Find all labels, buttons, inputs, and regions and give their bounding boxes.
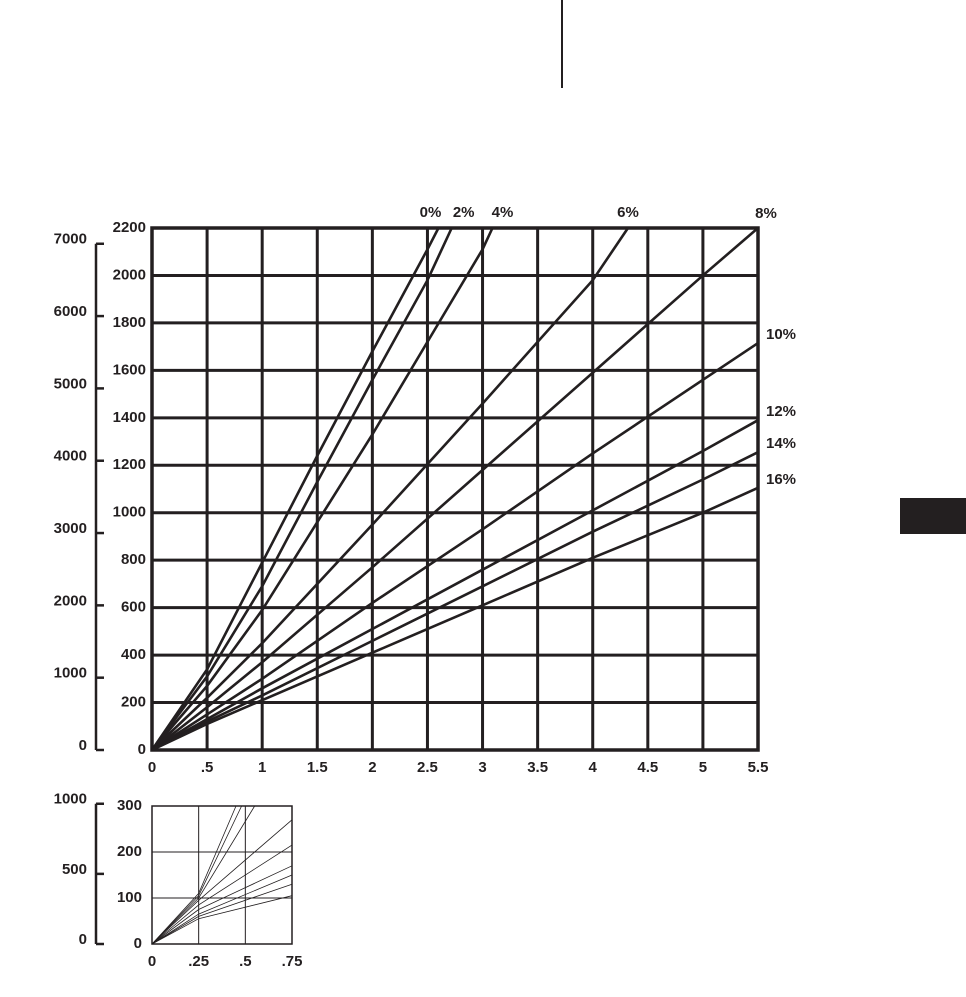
series-line — [151, 874, 293, 945]
y2-tick-label: 0 — [79, 931, 87, 948]
series-line — [151, 451, 759, 752]
line-label: 4% — [492, 204, 514, 221]
series-line — [150, 227, 440, 751]
series-line — [151, 819, 293, 945]
series-line — [151, 844, 293, 945]
y-tick-label: 1800 — [113, 314, 146, 331]
series-line — [151, 227, 494, 751]
series-line — [151, 805, 237, 945]
x-tick-label: 0 — [148, 759, 156, 776]
x-tick-label: 5 — [699, 759, 707, 776]
y2-tick-label: 0 — [79, 737, 87, 754]
series-line — [151, 805, 242, 945]
line-label: 6% — [617, 204, 639, 221]
x-tick-label: .5 — [239, 953, 252, 970]
line-label: 16% — [766, 471, 796, 488]
y2-tick-label: 1000 — [54, 791, 87, 808]
series-line — [151, 486, 759, 752]
y2-tick-label: 5000 — [54, 375, 87, 392]
y2-tick-label: 6000 — [54, 303, 87, 320]
series-line — [151, 227, 630, 751]
y-tick-label: 200 — [117, 843, 142, 860]
y-tick-label: 600 — [121, 599, 146, 616]
y2-tick-label: 500 — [62, 861, 87, 878]
x-tick-label: 1.5 — [307, 759, 328, 776]
series-line — [151, 805, 256, 945]
y-tick-label: 0 — [134, 935, 142, 952]
x-tick-label: 1 — [258, 759, 266, 776]
line-label: 0% — [420, 204, 442, 221]
series-line — [150, 227, 453, 751]
line-label: 10% — [766, 326, 796, 343]
side-tab — [900, 498, 966, 534]
x-tick-label: 5.5 — [748, 759, 769, 776]
x-tick-label: .5 — [201, 759, 214, 776]
y2-tick-label: 2000 — [54, 592, 87, 609]
y-tick-label: 1600 — [113, 361, 146, 378]
line-label: 12% — [766, 403, 796, 420]
x-tick-label: 2 — [368, 759, 376, 776]
x-tick-label: 4 — [589, 759, 598, 776]
series-line — [151, 883, 293, 945]
y-tick-label: 2000 — [113, 266, 146, 283]
x-tick-label: 0 — [148, 953, 156, 970]
y-tick-label: 0 — [138, 741, 146, 758]
y-tick-label: 2200 — [113, 219, 146, 236]
series-line — [151, 341, 759, 752]
x-tick-label: .25 — [188, 953, 209, 970]
x-tick-label: 4.5 — [637, 759, 658, 776]
y-tick-label: 1200 — [113, 456, 146, 473]
line-label: 14% — [766, 435, 796, 452]
line-label: 8% — [755, 205, 777, 222]
y2-tick-label: 1000 — [54, 665, 87, 682]
y-tick-label: 1000 — [113, 504, 146, 521]
series-line — [151, 419, 759, 752]
x-tick-label: 3 — [478, 759, 486, 776]
series-line — [151, 895, 293, 945]
y-tick-label: 300 — [117, 797, 142, 814]
y-tick-label: 1400 — [113, 409, 146, 426]
series-line — [151, 227, 759, 752]
x-tick-label: 3.5 — [527, 759, 548, 776]
line-label: 2% — [453, 204, 475, 221]
series-line — [151, 865, 293, 945]
y-tick-label: 100 — [117, 889, 142, 906]
y-tick-label: 200 — [121, 694, 146, 711]
x-tick-label: 2.5 — [417, 759, 438, 776]
y2-tick-label: 7000 — [54, 231, 87, 248]
y-tick-label: 400 — [121, 646, 146, 663]
y2-tick-label: 3000 — [54, 520, 87, 537]
x-tick-label: .75 — [282, 953, 303, 970]
y2-tick-label: 4000 — [54, 448, 87, 465]
y-tick-label: 800 — [121, 551, 146, 568]
